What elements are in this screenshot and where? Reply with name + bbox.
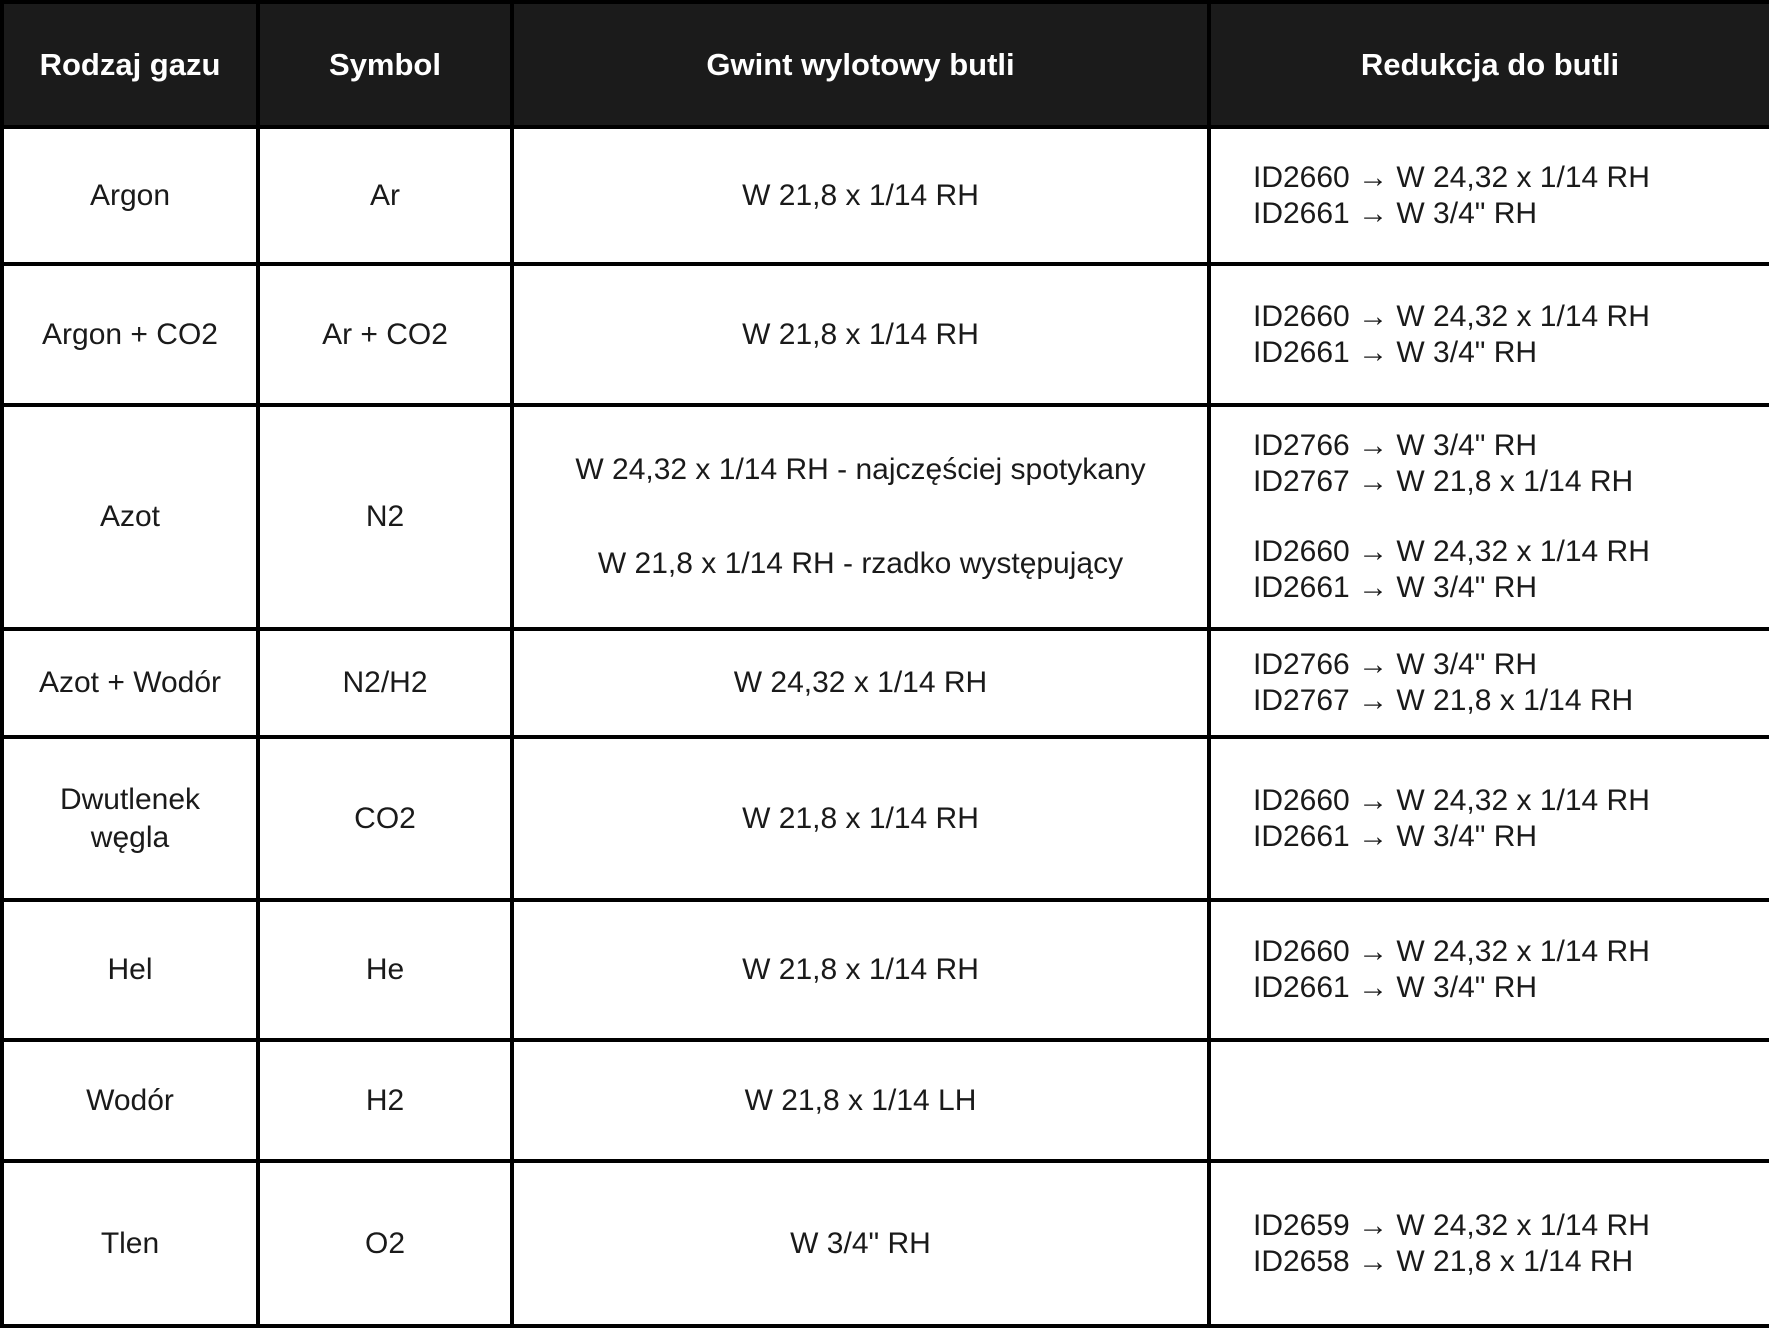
table-row: Tlen O2 W 3/4" RH ID2659 → W 24,32 x 1/14 R…	[0, 1159, 1769, 1328]
table-row: Dwutlenek węgla CO2 W 21,8 x 1/14 RH ID2660…	[0, 735, 1769, 902]
gas-name-cell: Azot	[0, 403, 260, 631]
thread-paragraph: W 3/4" RH	[790, 1226, 931, 1260]
header-gas-type: Rodzaj gazu	[0, 0, 260, 129]
reduction-line: ID2661 → W 3/4" RH	[1253, 196, 1538, 230]
reduction-line: ID2766 → W 3/4" RH	[1253, 429, 1538, 462]
header-row: Rodzaj gazu Symbol Gwint wylotowy butli …	[0, 0, 1769, 129]
reduction-line: ID2767 → W 21,8 x 1/14 RH	[1253, 465, 1634, 498]
table-row: Wodór H2 W 21,8 x 1/14 LH	[0, 1038, 1769, 1163]
gas-symbol-cell: O2	[256, 1159, 514, 1328]
thread-paragraph: W 24,32 x 1/14 RH	[733, 666, 988, 699]
reduction-line: ID2658 → W 21,8 x 1/14 RH	[1253, 1244, 1634, 1278]
outlet-thread-cell: W 21,8 x 1/14 RH	[510, 735, 1211, 902]
thread-paragraph: W 21,8 x 1/14 RH	[742, 317, 979, 351]
thread-paragraph: W 21,8 x 1/14 RH	[742, 953, 979, 986]
reduction-group: ID2660 → W 24,32 x 1/14 RH ID2661 → W 3/4…	[1253, 299, 1761, 371]
table-header: Rodzaj gazu Symbol Gwint wylotowy butli …	[0, 0, 1769, 129]
table-row: Hel He W 21,8 x 1/14 RH ID2660 → W 24,32 x …	[0, 898, 1769, 1042]
header-outlet-thread: Gwint wylotowy butli	[510, 0, 1211, 129]
reduction-line: ID2766 → W 3/4" RH	[1253, 648, 1538, 681]
outlet-thread-cell: W 24,32 x 1/14 RH	[510, 627, 1211, 739]
gas-symbol-cell: N2	[256, 403, 514, 631]
gas-name-cell: Argon	[0, 125, 260, 266]
reduction-cell: ID2659 → W 24,32 x 1/14 RH ID2658 → W 21,…	[1207, 1159, 1769, 1328]
gas-table-body: Argon Ar W 21,8 x 1/14 RH ID2660 → W 24,32 …	[0, 125, 1769, 1328]
reduction-group: ID2660 → W 24,32 x 1/14 RH ID2661 → W 3/4…	[1253, 783, 1761, 855]
reduction-cell: ID2766 → W 3/4" RH ID2767 → W 21,8 x 1/14…	[1207, 627, 1769, 739]
reduction-cell: ID2660 → W 24,32 x 1/14 RH ID2661 → W 3/4…	[1207, 125, 1769, 266]
table-row: Azot + Wodór N2/H2 W 24,32 x 1/14 RH ID2766…	[0, 627, 1769, 739]
reduction-group: ID2660 → W 24,32 x 1/14 RH ID2661 → W 3/4…	[1253, 934, 1761, 1006]
thread-paragraph: W 24,32 x 1/14 RH - najczęściej spotykan…	[575, 453, 1146, 486]
reduction-cell: ID2660 → W 24,32 x 1/14 RH ID2661 → W 3/4…	[1207, 262, 1769, 407]
table-row: Azot N2 W 24,32 x 1/14 RH - najczęściej sp…	[0, 403, 1769, 631]
reduction-line: ID2660 → W 24,32 x 1/14 RH	[1253, 535, 1650, 568]
gas-symbol-cell: CO2	[256, 735, 514, 902]
gas-symbol-cell: Ar + CO2	[256, 262, 514, 407]
reduction-line: ID2661 → W 3/4" RH	[1253, 819, 1538, 853]
outlet-thread-cell: W 24,32 x 1/14 RH - najczęściej spotykan…	[510, 403, 1211, 631]
thread-paragraph: W 21,8 x 1/14 RH	[742, 178, 979, 212]
thread-paragraph: W 21,8 x 1/14 RH - rzadko występujący	[597, 547, 1124, 580]
reduction-cell: ID2766 → W 3/4" RH ID2767 → W 21,8 x 1/14…	[1207, 403, 1769, 631]
gas-name-cell: Tlen	[0, 1159, 260, 1328]
gas-symbol-cell: Ar	[256, 125, 514, 266]
gas-name-cell: Dwutlenek węgla	[0, 735, 260, 902]
gas-name-cell: Wodór	[0, 1038, 260, 1163]
reduction-cell	[1207, 1038, 1769, 1163]
reduction-line: ID2660 → W 24,32 x 1/14 RH	[1253, 160, 1650, 194]
outlet-thread-cell: W 21,8 x 1/14 LH	[510, 1038, 1211, 1163]
thread-paragraph: W 21,8 x 1/14 LH	[744, 1083, 977, 1117]
header-symbol: Symbol	[256, 0, 514, 129]
reduction-group: ID2660 → W 24,32 x 1/14 RH ID2661 → W 3/4…	[1253, 534, 1761, 606]
reduction-line: ID2660 → W 24,32 x 1/14 RH	[1253, 299, 1650, 333]
reduction-line: ID2660 → W 24,32 x 1/14 RH	[1253, 783, 1650, 817]
reduction-line: ID2661 → W 3/4" RH	[1253, 571, 1538, 604]
reduction-cell: ID2660 → W 24,32 x 1/14 RH ID2661 → W 3/4…	[1207, 898, 1769, 1042]
reduction-line: ID2659 → W 24,32 x 1/14 RH	[1253, 1208, 1650, 1242]
reduction-cell: ID2660 → W 24,32 x 1/14 RH ID2661 → W 3/4…	[1207, 735, 1769, 902]
thread-paragraph: W 21,8 x 1/14 RH	[742, 801, 979, 835]
reduction-line: ID2661 → W 3/4" RH	[1253, 971, 1538, 1004]
outlet-thread-cell: W 21,8 x 1/14 RH	[510, 262, 1211, 407]
gas-symbol-cell: N2/H2	[256, 627, 514, 739]
header-reduction: Redukcja do butli	[1207, 0, 1769, 129]
table-row: Argon Ar W 21,8 x 1/14 RH ID2660 → W 24,32 …	[0, 125, 1769, 266]
reduction-group: ID2766 → W 3/4" RH ID2767 → W 21,8 x 1/14…	[1253, 647, 1761, 719]
outlet-thread-cell: W 21,8 x 1/14 RH	[510, 125, 1211, 266]
gas-symbol-cell: He	[256, 898, 514, 1042]
reduction-group: ID2660 → W 24,32 x 1/14 RH ID2661 → W 3/4…	[1253, 160, 1761, 232]
reduction-line: ID2767 → W 21,8 x 1/14 RH	[1253, 684, 1634, 717]
gas-symbol-cell: H2	[256, 1038, 514, 1163]
reduction-group: ID2659 → W 24,32 x 1/14 RH ID2658 → W 21,…	[1253, 1208, 1761, 1280]
table-row: Argon + CO2 Ar + CO2 W 21,8 x 1/14 RH ID266…	[0, 262, 1769, 407]
gas-name-cell: Azot + Wodór	[0, 627, 260, 739]
gas-name-cell: Hel	[0, 898, 260, 1042]
outlet-thread-cell: W 21,8 x 1/14 RH	[510, 898, 1211, 1042]
gas-name-cell: Argon + CO2	[0, 262, 260, 407]
outlet-thread-cell: W 3/4" RH	[510, 1159, 1211, 1328]
reduction-line: ID2661 → W 3/4" RH	[1253, 335, 1538, 369]
reduction-group: ID2766 → W 3/4" RH ID2767 → W 21,8 x 1/14…	[1253, 428, 1761, 500]
reduction-line: ID2660 → W 24,32 x 1/14 RH	[1253, 935, 1650, 968]
